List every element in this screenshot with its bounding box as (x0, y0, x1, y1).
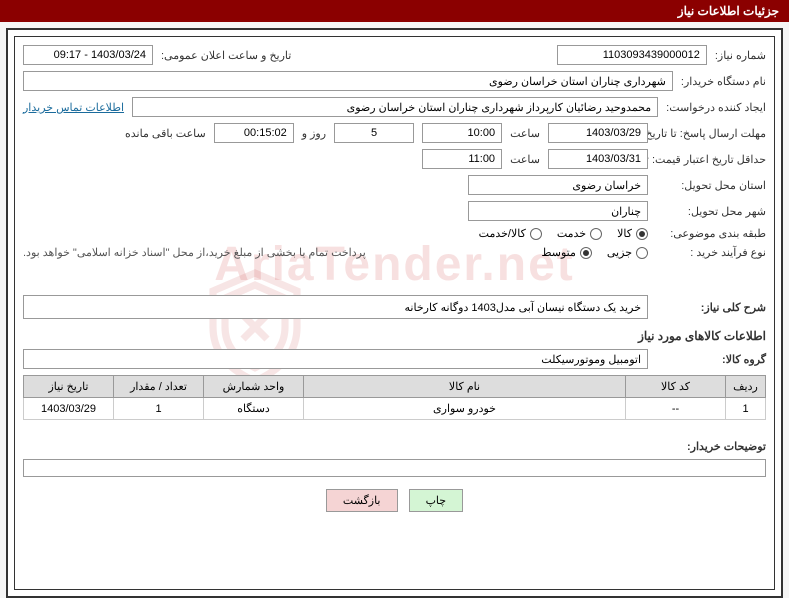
radio-partial[interactable]: جزیی (607, 246, 648, 259)
radio-dot-icon (636, 228, 648, 240)
city-label: شهر محل تحویل: (656, 205, 766, 218)
announce-date-field: 1403/03/24 - 09:17 (23, 45, 153, 65)
th-name: نام کالا (304, 376, 626, 398)
th-date: تاریخ نیاز (24, 376, 114, 398)
contact-link[interactable]: اطلاعات تماس خریدار (23, 101, 124, 114)
deadline-time-field: 10:00 (422, 123, 502, 143)
general-desc-label: شرح کلی نیاز: (656, 301, 766, 314)
province-field: خراسان رضوی (468, 175, 648, 195)
radio-dot-icon (590, 228, 602, 240)
outer-frame: AriaTender.net شماره نیاز: 1103093439000… (6, 28, 783, 598)
category-label: طبقه بندی موضوعی: (656, 227, 766, 240)
radio-both[interactable]: کالا/خدمت (479, 227, 542, 240)
td-row: 1 (726, 398, 766, 420)
need-no-field: 1103093439000012 (557, 45, 707, 65)
content-area: شماره نیاز: 1103093439000012 تاریخ و ساع… (23, 45, 766, 512)
goods-group-label: گروه کالا: (656, 353, 766, 366)
th-code: کد کالا (626, 376, 726, 398)
back-button[interactable]: بازگشت (326, 489, 398, 512)
time-left-field: 00:15:02 (214, 123, 294, 143)
deadline-date-field: 1403/03/29 (548, 123, 648, 143)
title-bar: جزئیات اطلاعات نیاز (0, 0, 789, 22)
table-header-row: ردیف کد کالا نام کالا واحد شمارش تعداد /… (24, 376, 766, 398)
goods-table: ردیف کد کالا نام کالا واحد شمارش تعداد /… (23, 375, 766, 420)
hour-label-1: ساعت (510, 127, 540, 140)
announce-date-label: تاریخ و ساعت اعلان عمومی: (161, 49, 291, 62)
td-unit: دستگاه (204, 398, 304, 420)
buyer-org-label: نام دستگاه خریدار: (681, 75, 766, 88)
payment-note: پرداخت تمام یا بخشی از مبلغ خرید،از محل … (23, 246, 366, 259)
remaining-label: ساعت باقی مانده (125, 127, 206, 140)
td-date: 1403/03/29 (24, 398, 114, 420)
need-no-label: شماره نیاز: (715, 49, 766, 62)
buyer-org-field: شهرداری چناران استان خراسان رضوی (23, 71, 673, 91)
goods-group-field: اتومبیل وموتورسیکلت (23, 349, 648, 369)
button-row: چاپ بازگشت (23, 489, 766, 512)
table-row: 1 -- خودرو سواری دستگاه 1 1403/03/29 (24, 398, 766, 420)
inner-frame: AriaTender.net شماره نیاز: 1103093439000… (14, 36, 775, 590)
radio-dot-icon (636, 247, 648, 259)
print-button[interactable]: چاپ (409, 489, 464, 512)
validity-time-field: 11:00 (422, 149, 502, 169)
td-code: -- (626, 398, 726, 420)
radio-medium[interactable]: متوسط (541, 246, 592, 259)
th-qty: تعداد / مقدار (114, 376, 204, 398)
buyer-notes-label: توضیحات خریدار: (656, 440, 766, 453)
th-row: ردیف (726, 376, 766, 398)
radio-dot-icon (580, 247, 592, 259)
general-desc-field: خرید یک دستگاه نیسان آبی مدل1403 دوگانه … (23, 295, 648, 319)
buyer-notes-box (23, 459, 766, 477)
purchase-type-label: نوع فرآیند خرید : (656, 246, 766, 259)
validity-label: حداقل تاریخ اعتبار قیمت: تا تاریخ: (656, 153, 766, 166)
days-label: روز و (302, 127, 326, 140)
requester-label: ایجاد کننده درخواست: (666, 101, 766, 114)
page-title: جزئیات اطلاعات نیاز (678, 4, 779, 18)
requester-field: محمدوحید رضائیان کارپرداز شهرداری چناران… (132, 97, 658, 117)
validity-date-field: 1403/03/31 (548, 149, 648, 169)
deadline-label: مهلت ارسال پاسخ: تا تاریخ: (656, 127, 766, 140)
th-unit: واحد شمارش (204, 376, 304, 398)
purchase-type-radio-group: جزیی متوسط (541, 246, 648, 259)
hour-label-2: ساعت (510, 153, 540, 166)
city-field: چناران (468, 201, 648, 221)
radio-goods[interactable]: کالا (617, 227, 648, 240)
radio-service[interactable]: خدمت (557, 227, 602, 240)
td-qty: 1 (114, 398, 204, 420)
days-left-field: 5 (334, 123, 414, 143)
radio-dot-icon (530, 228, 542, 240)
category-radio-group: کالا خدمت کالا/خدمت (479, 227, 648, 240)
province-label: استان محل تحویل: (656, 179, 766, 192)
td-name: خودرو سواری (304, 398, 626, 420)
goods-info-title: اطلاعات کالاهای مورد نیاز (23, 329, 766, 343)
